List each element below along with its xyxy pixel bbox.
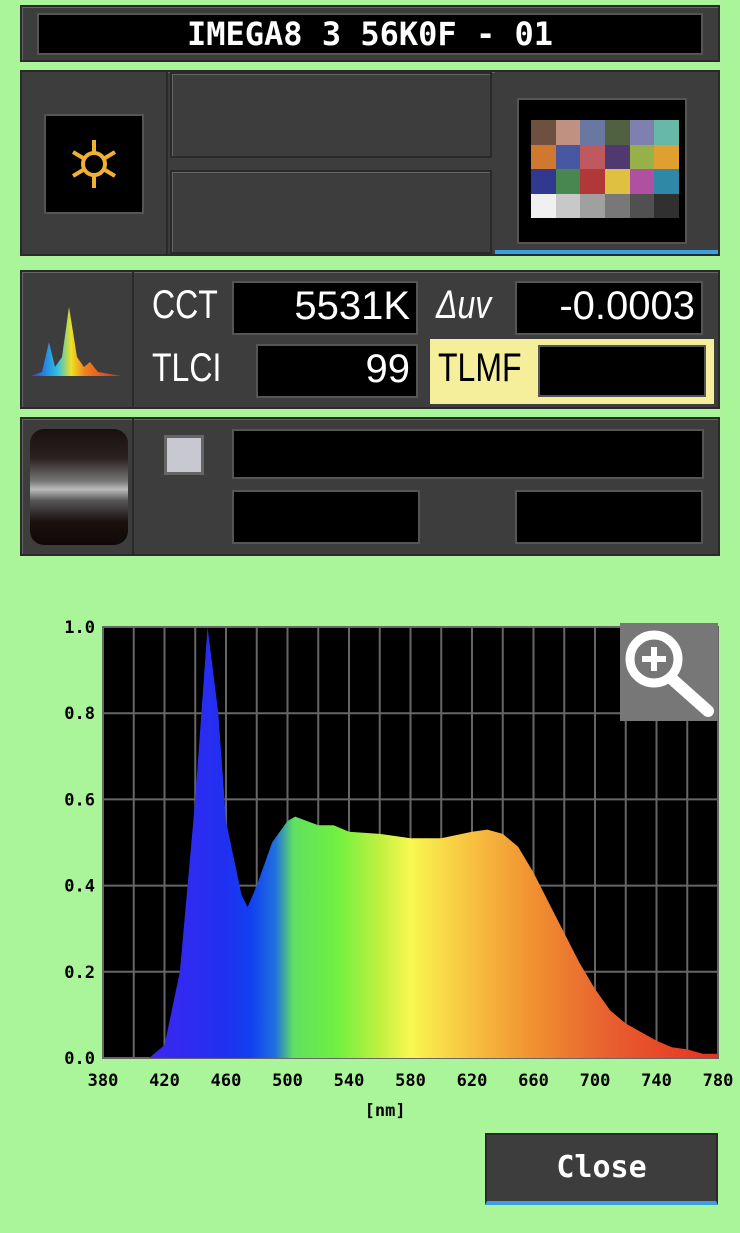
spectrum-chart: 380 420 460 500 540 580 620 660 700 740 780 0.0 0.2 0… [64,618,734,1121]
zoom-button[interactable] [620,623,718,721]
source-field-1[interactable] [170,72,492,158]
duv-value: -0.0003 [515,281,703,335]
spectrum-area [103,627,718,1058]
tlci-label: TLCI [152,346,222,390]
source-field-2[interactable] [170,170,492,254]
spectrum-button[interactable] [22,272,134,407]
color-patch [531,169,556,194]
x-axis-label: [nm] [365,1101,406,1121]
cct-label: CCT [152,283,218,327]
zoom-in-icon [625,630,714,717]
y-tick-label: 0.8 [64,704,95,724]
color-patch [580,193,605,218]
color-chart-button[interactable] [495,72,718,254]
filter-checkbox[interactable] [164,435,204,475]
x-tick-label: 460 [211,1071,242,1091]
tlmf-label: TLMF [438,346,522,390]
color-patch [654,144,679,169]
spectrum-icon [30,307,122,376]
x-tick-label: 620 [457,1071,488,1091]
color-patch [580,144,605,169]
sun-icon [44,114,144,214]
color-patch [654,169,679,194]
tlci-value: 99 [256,344,418,398]
title-text: IMEGA8 3 56K0F - 01 [186,15,554,53]
x-tick-label: 540 [334,1071,365,1091]
color-patch [555,144,581,169]
color-patch [580,120,605,145]
y-tick-label: 0.0 [64,1049,95,1069]
x-tick-label: 420 [149,1071,180,1091]
tlmf-button[interactable]: TLMF [430,339,714,404]
y-tick-label: 1.0 [64,618,95,638]
filter-roll-icon [30,429,128,545]
x-tick-label: 580 [395,1071,426,1091]
color-patch [555,169,581,194]
x-tick-label: 700 [580,1071,611,1091]
color-patch [629,120,655,145]
cct-value: 5531K [232,281,418,335]
filter-field-left [232,490,420,544]
color-patch [604,120,630,145]
color-patch [531,120,556,145]
tlmf-value [538,345,706,397]
color-patch [555,120,581,145]
color-patch [531,144,556,169]
x-tick-label: 740 [641,1071,672,1091]
color-patch [654,120,679,145]
color-patch [629,169,655,194]
color-patch [629,144,655,169]
y-tick-label: 0.2 [64,963,95,983]
filter-name-field [232,429,704,479]
x-tick-label: 780 [703,1071,734,1091]
title-display: IMEGA8 3 56K0F - 01 [37,13,703,55]
x-tick-label: 660 [518,1071,549,1091]
x-tick-label: 380 [88,1071,119,1091]
close-button[interactable]: Close [485,1133,718,1205]
color-patch [604,169,630,194]
filter-field-right [515,490,703,544]
duv-label: Δuv [436,283,492,327]
color-checker-icon [531,120,679,218]
color-patch [531,193,556,218]
filter-button[interactable] [22,419,134,554]
color-patch [580,169,605,194]
y-tick-label: 0.6 [64,790,95,810]
color-patch [654,193,679,218]
color-patch [604,144,630,169]
color-patch [629,193,655,218]
color-checker-frame [517,98,687,244]
x-tick-label: 500 [272,1071,303,1091]
light-source-button[interactable] [22,72,168,254]
color-patch [604,193,630,218]
color-patch [555,193,581,218]
close-label: Close [556,1150,647,1185]
y-tick-label: 0.4 [64,877,95,897]
